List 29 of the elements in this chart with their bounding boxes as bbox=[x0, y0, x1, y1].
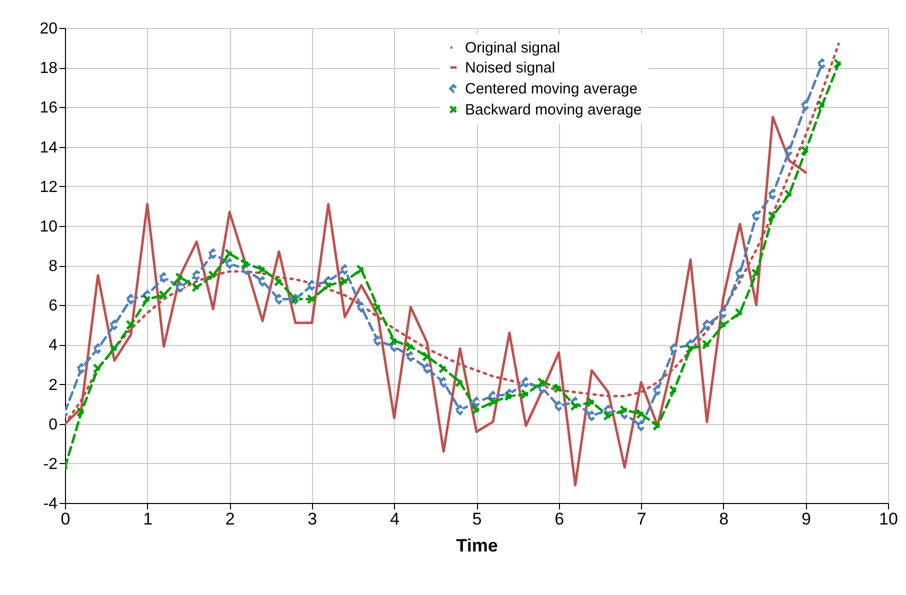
x-tick-label: 4 bbox=[390, 510, 400, 528]
y-tick-label: 16 bbox=[40, 100, 58, 117]
y-tick-label: 20 bbox=[40, 20, 58, 38]
legend-label: Backward moving average bbox=[465, 102, 642, 118]
x-axis-title: Time bbox=[456, 536, 498, 556]
y-tick-label: -4 bbox=[43, 496, 58, 512]
legend-label: Centered moving average bbox=[465, 80, 638, 98]
legend-label: Noised signal bbox=[465, 60, 556, 76]
y-tick-label: 8 bbox=[48, 258, 58, 275]
x-tick-label: 7 bbox=[636, 510, 646, 528]
y-tick-label: 0 bbox=[48, 416, 58, 434]
x-tick-label: 8 bbox=[719, 510, 729, 528]
y-tick-label: 4 bbox=[48, 337, 58, 354]
y-tick-label: 18 bbox=[40, 60, 58, 78]
y-tick-label: 12 bbox=[40, 178, 58, 196]
x-tick-label: 10 bbox=[879, 510, 898, 528]
y-tick-label: -2 bbox=[43, 456, 58, 473]
x-tick-label: 0 bbox=[60, 510, 70, 528]
x-tick-label: 1 bbox=[143, 510, 153, 528]
y-tick-label: 14 bbox=[40, 139, 58, 156]
x-tick-label: 5 bbox=[472, 510, 482, 528]
legend-label: Original signal bbox=[465, 40, 560, 56]
y-tick-label: 2 bbox=[48, 376, 58, 394]
x-tick-label: 6 bbox=[554, 510, 564, 528]
x-tick-label: 2 bbox=[225, 510, 235, 528]
y-tick-label: 10 bbox=[40, 218, 58, 236]
y-tick-label: 6 bbox=[48, 298, 58, 315]
x-tick-label: 9 bbox=[801, 510, 811, 528]
x-tick-label: 3 bbox=[308, 510, 318, 528]
